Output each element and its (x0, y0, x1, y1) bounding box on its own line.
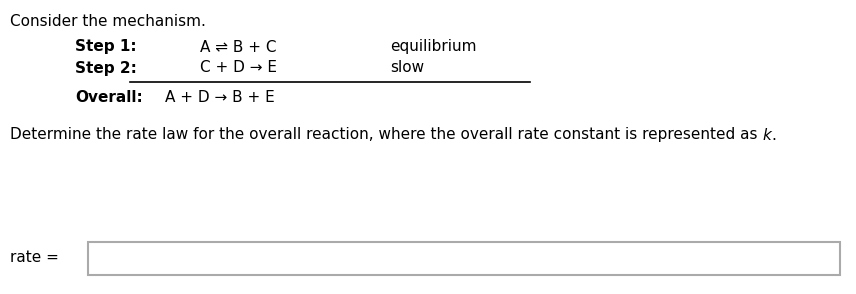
Text: A ⇌ B + C: A ⇌ B + C (200, 39, 276, 54)
Text: Determine the rate law for the overall reaction, where the overall rate constant: Determine the rate law for the overall r… (10, 128, 763, 143)
Text: equilibrium: equilibrium (390, 39, 477, 54)
Text: .: . (771, 128, 776, 143)
Text: A + D → B + E: A + D → B + E (165, 89, 275, 104)
Text: rate =: rate = (10, 250, 59, 265)
Text: C + D → E: C + D → E (200, 61, 277, 76)
FancyBboxPatch shape (88, 242, 840, 275)
Text: Step 1:: Step 1: (75, 39, 137, 54)
Text: Step 2:: Step 2: (75, 61, 137, 76)
Text: Overall:: Overall: (75, 89, 143, 104)
Text: k: k (763, 128, 771, 143)
Text: Consider the mechanism.: Consider the mechanism. (10, 14, 206, 29)
Text: slow: slow (390, 61, 424, 76)
